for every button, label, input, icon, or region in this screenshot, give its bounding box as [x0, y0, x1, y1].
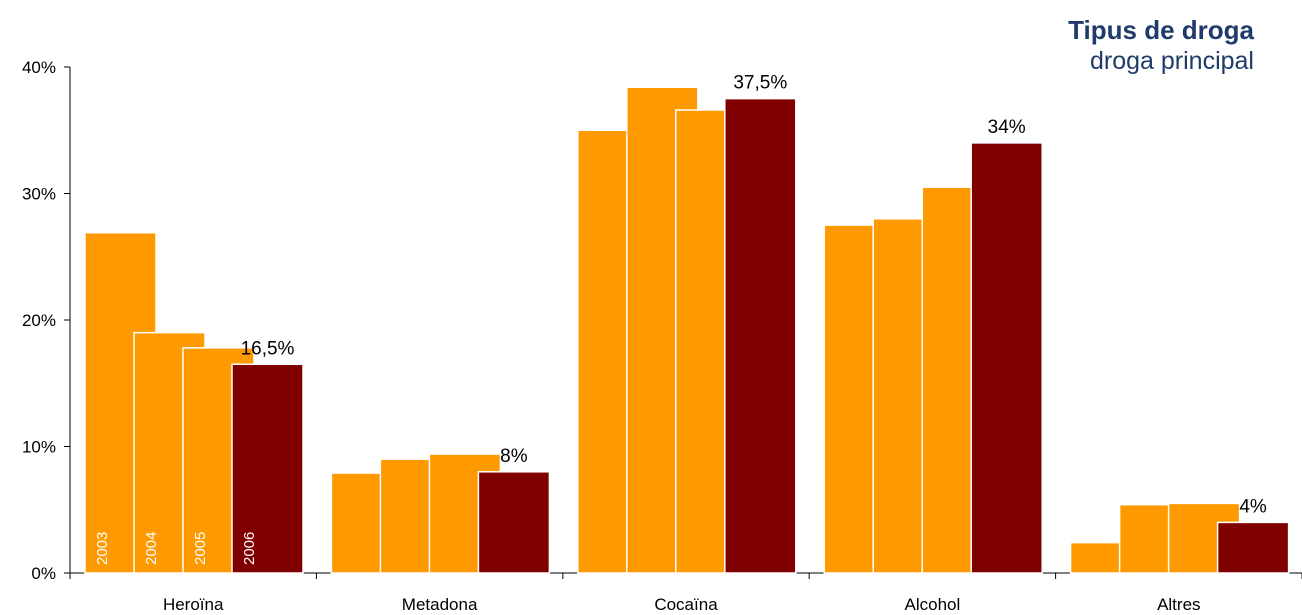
series-year-label: 2004: [143, 532, 160, 565]
data-label: 8%: [500, 446, 528, 467]
y-tick-label: 0%: [31, 564, 56, 583]
x-category-label: Alcohol: [905, 595, 961, 614]
series-year-label: 2005: [192, 532, 209, 565]
chart-subtitle: droga principal: [1090, 47, 1254, 75]
data-label: 34%: [988, 117, 1026, 138]
x-category-label: Metadona: [402, 595, 478, 614]
bar-2006: [724, 97, 797, 574]
bar-2006: [231, 363, 304, 574]
y-tick-label: 30%: [22, 185, 56, 204]
y-tick-label: 10%: [22, 438, 56, 457]
chart-title: Tipus de droga: [1068, 15, 1254, 45]
y-tick-label: 20%: [22, 311, 56, 330]
series-year-label: 2006: [241, 532, 258, 565]
bar-2006: [477, 471, 551, 574]
data-label: 37,5%: [733, 73, 787, 94]
x-category-label: Cocaïna: [654, 595, 718, 614]
x-category-label: Heroïna: [163, 595, 224, 614]
data-label: 16,5%: [241, 338, 295, 359]
bar-2006: [970, 142, 1043, 574]
x-category-label: Altres: [1157, 595, 1200, 614]
bar-2006: [1216, 521, 1290, 574]
chart-title-block: Tipus de droga droga principal: [1068, 14, 1254, 76]
data-label: 4%: [1239, 496, 1267, 517]
y-tick-label: 40%: [22, 58, 56, 77]
series-year-label: 2003: [94, 532, 111, 565]
